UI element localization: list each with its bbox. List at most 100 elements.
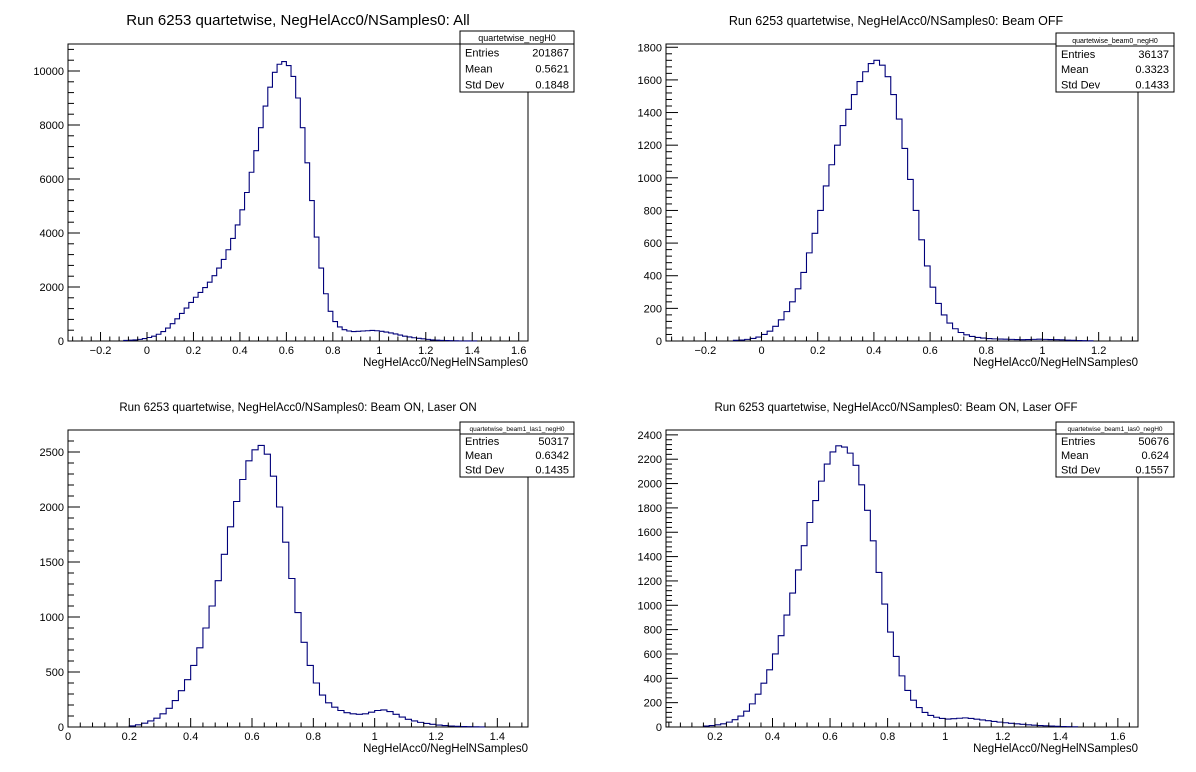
- histogram-bin: [859, 485, 865, 727]
- histogram-bin: [356, 331, 361, 341]
- stats-box: quartetwise_beam0_negH0 Entries 36137 Mean 0…: [1055, 32, 1175, 93]
- stats-box-frame: [459, 30, 575, 93]
- y-tick-label: 2000: [40, 502, 64, 514]
- histogram-bin: [259, 128, 264, 341]
- histogram-bin: [823, 186, 829, 341]
- stats-row-value: 50317: [538, 436, 569, 448]
- stats-row-value: 36137: [1138, 49, 1169, 61]
- histogram-bin: [268, 87, 273, 341]
- x-tick-label: 0: [144, 345, 150, 357]
- x-tick-label: 1.2: [428, 731, 443, 743]
- histogram-bin: [801, 546, 807, 727]
- y-tick-label: 0: [58, 336, 64, 348]
- histogram-bin: [393, 334, 398, 341]
- histogram-bin: [393, 714, 399, 727]
- histogram-bin: [902, 148, 908, 341]
- y-tick-label: 400: [644, 271, 662, 283]
- histogram-bin: [726, 722, 732, 727]
- histogram-bin: [333, 322, 338, 341]
- histogram-bin: [166, 708, 172, 727]
- histogram-bin: [870, 541, 876, 727]
- stats-row-label: Std Dev: [1061, 80, 1101, 92]
- chart-title: Run 6253 quartetwise, NegHelAcc0/NSample…: [119, 402, 476, 414]
- y-tick-label: 600: [644, 649, 662, 661]
- histogram-bin: [314, 237, 319, 341]
- histogram-bin: [313, 683, 319, 727]
- histogram-bin: [1042, 339, 1048, 341]
- histogram-bin: [882, 604, 888, 727]
- histogram-panel-beam-on-laser-off: Run 6253 quartetwise, NegHelAcc0/NSample…: [638, 402, 1175, 755]
- histogram-bin: [369, 712, 375, 727]
- y-tick-label: 1400: [638, 552, 662, 564]
- y-tick-label: 0: [58, 722, 64, 734]
- histogram-bin: [1008, 723, 1014, 727]
- histogram-bin: [283, 542, 289, 727]
- histogram-bin: [399, 717, 405, 727]
- histogram-bin: [361, 331, 366, 341]
- y-tick-label: 1800: [638, 503, 662, 515]
- histogram-bin: [305, 163, 310, 341]
- histogram-bin: [824, 464, 830, 727]
- histogram-bin: [739, 340, 745, 341]
- histogram-bin: [962, 718, 968, 727]
- plot-frame: [665, 43, 1139, 342]
- histogram-bin: [790, 302, 796, 341]
- histogram-bin: [812, 233, 818, 341]
- histogram-bin: [930, 287, 936, 341]
- histogram-bin: [745, 339, 751, 341]
- x-tick-label: 1.4: [465, 345, 480, 357]
- x-tick-label: 0.2: [707, 731, 722, 743]
- stats-row-label: Std Dev: [1061, 465, 1101, 477]
- histogram-bin: [888, 632, 894, 727]
- histogram-bin: [152, 336, 157, 341]
- stats-row-label: Entries: [465, 436, 500, 448]
- histogram-bin: [1026, 340, 1032, 341]
- histogram-bin: [430, 340, 435, 341]
- histogram-bin: [324, 294, 329, 341]
- histogram-bin: [296, 98, 301, 341]
- histogram-bin: [326, 703, 332, 727]
- histogram-bin: [124, 340, 129, 341]
- histogram-bin: [197, 648, 203, 727]
- histogram-bin: [398, 335, 403, 341]
- histogram-bin: [767, 670, 773, 727]
- stats-box-name: quartetwise_beam1_las1_negH0: [469, 426, 564, 433]
- histogram-panel-all: Run 6253 quartetwise, NegHelAcc0/NSample…: [33, 12, 575, 369]
- histogram-bin: [1026, 725, 1032, 727]
- x-tick-label: 1: [372, 731, 378, 743]
- histogram-bin: [934, 717, 940, 727]
- stats-row-value: 0.1557: [1135, 465, 1169, 477]
- histogram-bin: [156, 334, 161, 341]
- histogram-bin: [847, 453, 853, 727]
- stats-box-name: quartetwise_beam1_las0_negH0: [1067, 426, 1162, 433]
- histogram-bin: [964, 335, 970, 341]
- stats-box-frame: [459, 421, 575, 478]
- histogram-bin: [207, 282, 212, 341]
- histogram-bin: [436, 725, 442, 727]
- x-tick-label: 1: [1039, 345, 1045, 357]
- x-tick-label: 0.2: [810, 345, 825, 357]
- histogram-bin: [778, 636, 784, 727]
- histogram-bin: [277, 64, 282, 341]
- histogram-bin: [981, 338, 987, 341]
- histogram-bin: [448, 726, 454, 727]
- y-tick-label: 1800: [638, 42, 662, 54]
- histogram-bin: [916, 708, 922, 727]
- histogram-bin: [813, 501, 819, 727]
- plot-frame: [665, 429, 1139, 728]
- histogram-bin: [1055, 726, 1061, 727]
- stats-row-value: 0.6342: [535, 450, 569, 462]
- histogram-bin: [180, 313, 185, 341]
- histogram-bin: [282, 62, 287, 341]
- x-axis-label: NegHelAcc0/NegHelNSamples0: [363, 743, 528, 755]
- histogram-bin: [166, 328, 171, 341]
- histogram-bin: [874, 60, 880, 341]
- x-tick-label: 1: [942, 731, 948, 743]
- histogram-bin: [148, 721, 154, 727]
- histogram-bin: [863, 72, 869, 341]
- y-tick-label: 2000: [40, 282, 64, 294]
- histogram-bin: [922, 712, 928, 727]
- x-tick-label: 1: [376, 345, 382, 357]
- histogram-bin: [721, 724, 727, 727]
- histogram-bin: [1059, 340, 1065, 341]
